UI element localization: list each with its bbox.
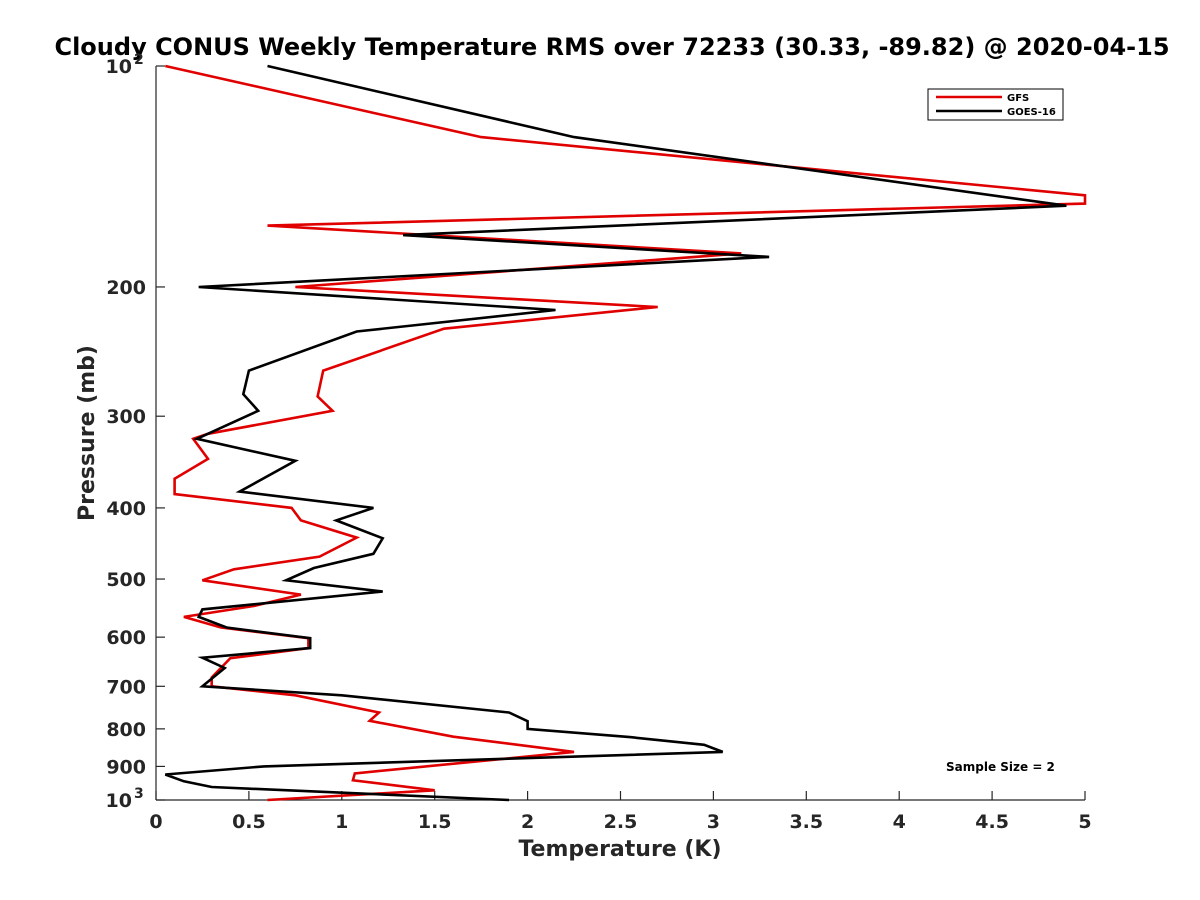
legend-box	[927, 88, 1064, 121]
y-tick-label: 600	[106, 627, 146, 649]
y-tick-label: 500	[106, 569, 146, 591]
sample-size-annotation: Sample Size = 2	[946, 760, 1055, 774]
y-axis-label: Pressure (mb)	[75, 345, 100, 521]
x-axis-label: Temperature (K)	[518, 837, 721, 862]
x-tick-label: 1.5	[418, 811, 452, 833]
x-tick-label: 2	[521, 811, 534, 833]
x-tick-label: 1	[335, 811, 348, 833]
x-tick-label: 3.5	[789, 811, 823, 833]
series-lines	[164, 64, 1087, 802]
y-tick-label-base: 10	[106, 56, 132, 78]
y-tick-label: 700	[106, 676, 146, 698]
series-line-goes16	[164, 64, 1067, 802]
chart-title: Cloudy CONUS Weekly Temperature RMS over…	[54, 33, 1169, 61]
x-tick-label: 4	[893, 811, 906, 833]
y-tick-label: 800	[106, 719, 146, 741]
x-tick-label: 0	[149, 811, 162, 833]
x-axis-ticks: 0 0.5 1 1.5 2 2.5 3 3.5 4 4.5 5	[149, 791, 1092, 833]
x-tick-label: 3	[707, 811, 720, 833]
legend: GFS GOES-16	[927, 88, 1064, 121]
y-tick-label: 200	[106, 277, 146, 299]
x-tick-label: 5	[1078, 811, 1091, 833]
legend-label-gfs: GFS	[1007, 93, 1029, 104]
y-tick-label: 900	[106, 756, 146, 778]
plot-area	[155, 66, 1085, 801]
y-tick-label-exponent: 2	[134, 52, 144, 68]
x-tick-label: 2.5	[604, 811, 638, 833]
x-tick-label: 0.5	[232, 811, 266, 833]
series-line-gfs	[165, 64, 1087, 802]
y-tick-label: 300	[106, 406, 146, 428]
y-tick-label-base: 10	[106, 790, 132, 812]
x-tick-label: 4.5	[975, 811, 1009, 833]
y-tick-label-exponent: 3	[134, 786, 144, 802]
legend-label-goes16: GOES-16	[1007, 107, 1056, 118]
y-tick-label: 400	[106, 498, 146, 520]
